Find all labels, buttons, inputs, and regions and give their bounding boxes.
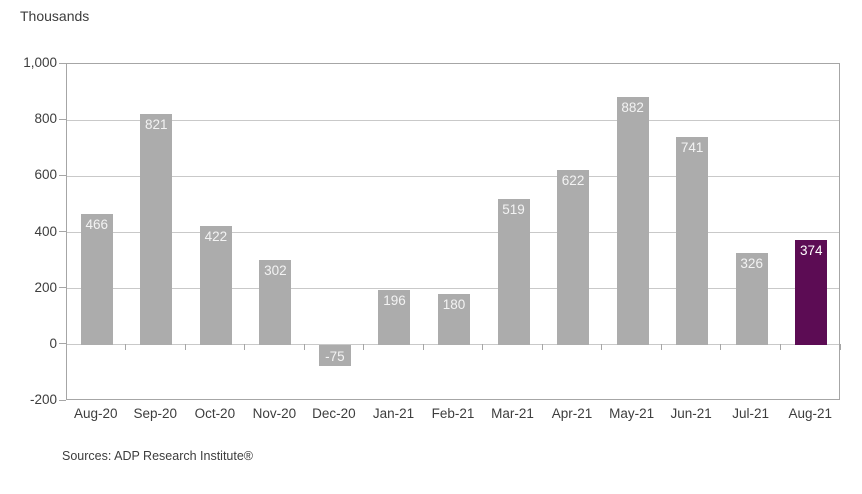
x-tick-mark	[363, 343, 365, 350]
bar-value-label: 196	[383, 292, 406, 308]
x-tick-mark	[422, 343, 424, 350]
y-tick-mark	[59, 287, 66, 289]
bar-jul-21	[735, 253, 768, 345]
x-tick-mark	[482, 343, 484, 350]
y-tick-label: 0	[49, 335, 57, 351]
bar-value-label: 882	[621, 100, 644, 116]
x-tick-mark	[541, 343, 543, 350]
bar-apr-21	[557, 170, 590, 345]
bar-value-label: 374	[799, 242, 823, 258]
x-category-label: May-21	[609, 406, 655, 421]
y-axis-unit-label: Thousands	[20, 8, 90, 24]
x-category-label: Jul-21	[732, 406, 770, 421]
x-category-label: Jan-21	[372, 406, 415, 421]
x-category-label: Aug-20	[73, 406, 118, 421]
bar-nov-20	[259, 260, 292, 345]
x-tick-mark	[125, 343, 127, 350]
x-tick-mark	[601, 343, 603, 350]
x-tick-mark	[660, 343, 662, 350]
source-note: Sources: ADP Research Institute®	[62, 449, 254, 463]
y-tick-mark	[59, 62, 66, 64]
x-tick-mark	[303, 343, 305, 350]
y-tick-label: 800	[34, 111, 57, 127]
y-tick-label: 200	[34, 279, 57, 295]
gridline-800	[67, 119, 839, 121]
plot-area: 466 821 422 302 -75 196 180 519 622 882 741 326 374	[66, 63, 840, 400]
bar-mar-21	[497, 199, 530, 345]
bar-value-label: 422	[204, 229, 228, 245]
x-category-label: Mar-21	[491, 406, 534, 421]
bar-value-label: 180	[442, 297, 466, 313]
y-tick-mark	[59, 343, 66, 345]
x-tick-mark	[184, 343, 186, 350]
bar-jan-21	[378, 289, 411, 345]
x-tick-mark	[839, 343, 841, 350]
bar-aug-20	[80, 213, 113, 345]
y-tick-mark	[59, 399, 66, 401]
gridline-600	[67, 175, 839, 177]
x-tick-mark	[720, 343, 722, 350]
x-category-label: Apr-21	[551, 406, 593, 421]
bar-value-label: -75	[325, 348, 345, 364]
gridline-400	[67, 232, 839, 233]
x-category-label: Oct-20	[194, 406, 236, 421]
bar-may-21	[616, 97, 649, 345]
x-category-label: Dec-20	[312, 406, 356, 421]
bar-value-label: 466	[85, 216, 109, 232]
y-tick-mark	[59, 231, 66, 232]
x-tick-mark	[244, 343, 246, 350]
bar-feb-21	[438, 294, 470, 345]
gridline-0	[67, 344, 839, 346]
y-tick-mark	[59, 118, 66, 120]
bar-value-label: 302	[264, 263, 287, 279]
x-category-label: Aug-21	[788, 406, 832, 421]
y-tick-label: 600	[34, 167, 57, 183]
x-tick-mark	[779, 343, 781, 350]
bar-value-label: 519	[502, 202, 525, 218]
x-category-label: Sep-20	[133, 406, 178, 421]
y-tick-mark	[59, 174, 66, 176]
bar-value-label: 622	[561, 173, 585, 189]
x-category-label: Jun-21	[670, 406, 712, 421]
bar-value-label: 821	[145, 117, 168, 133]
x-category-label: Feb-21	[431, 406, 475, 421]
x-tick-mark	[65, 343, 67, 350]
bar-oct-20	[199, 226, 232, 345]
bar-aug-21	[795, 239, 828, 345]
gridline-200	[67, 288, 839, 290]
bar-value-label: 741	[680, 139, 704, 155]
x-category-label: Nov-20	[252, 406, 297, 421]
y-tick-label: -200	[29, 392, 57, 407]
bar-jun-21	[676, 136, 709, 345]
bar-sep-20	[140, 114, 173, 345]
y-tick-label: 1,000	[23, 55, 57, 70]
y-tick-label: 400	[34, 223, 57, 239]
bar-value-label: 326	[740, 256, 763, 272]
bar-dec-20	[318, 344, 351, 366]
